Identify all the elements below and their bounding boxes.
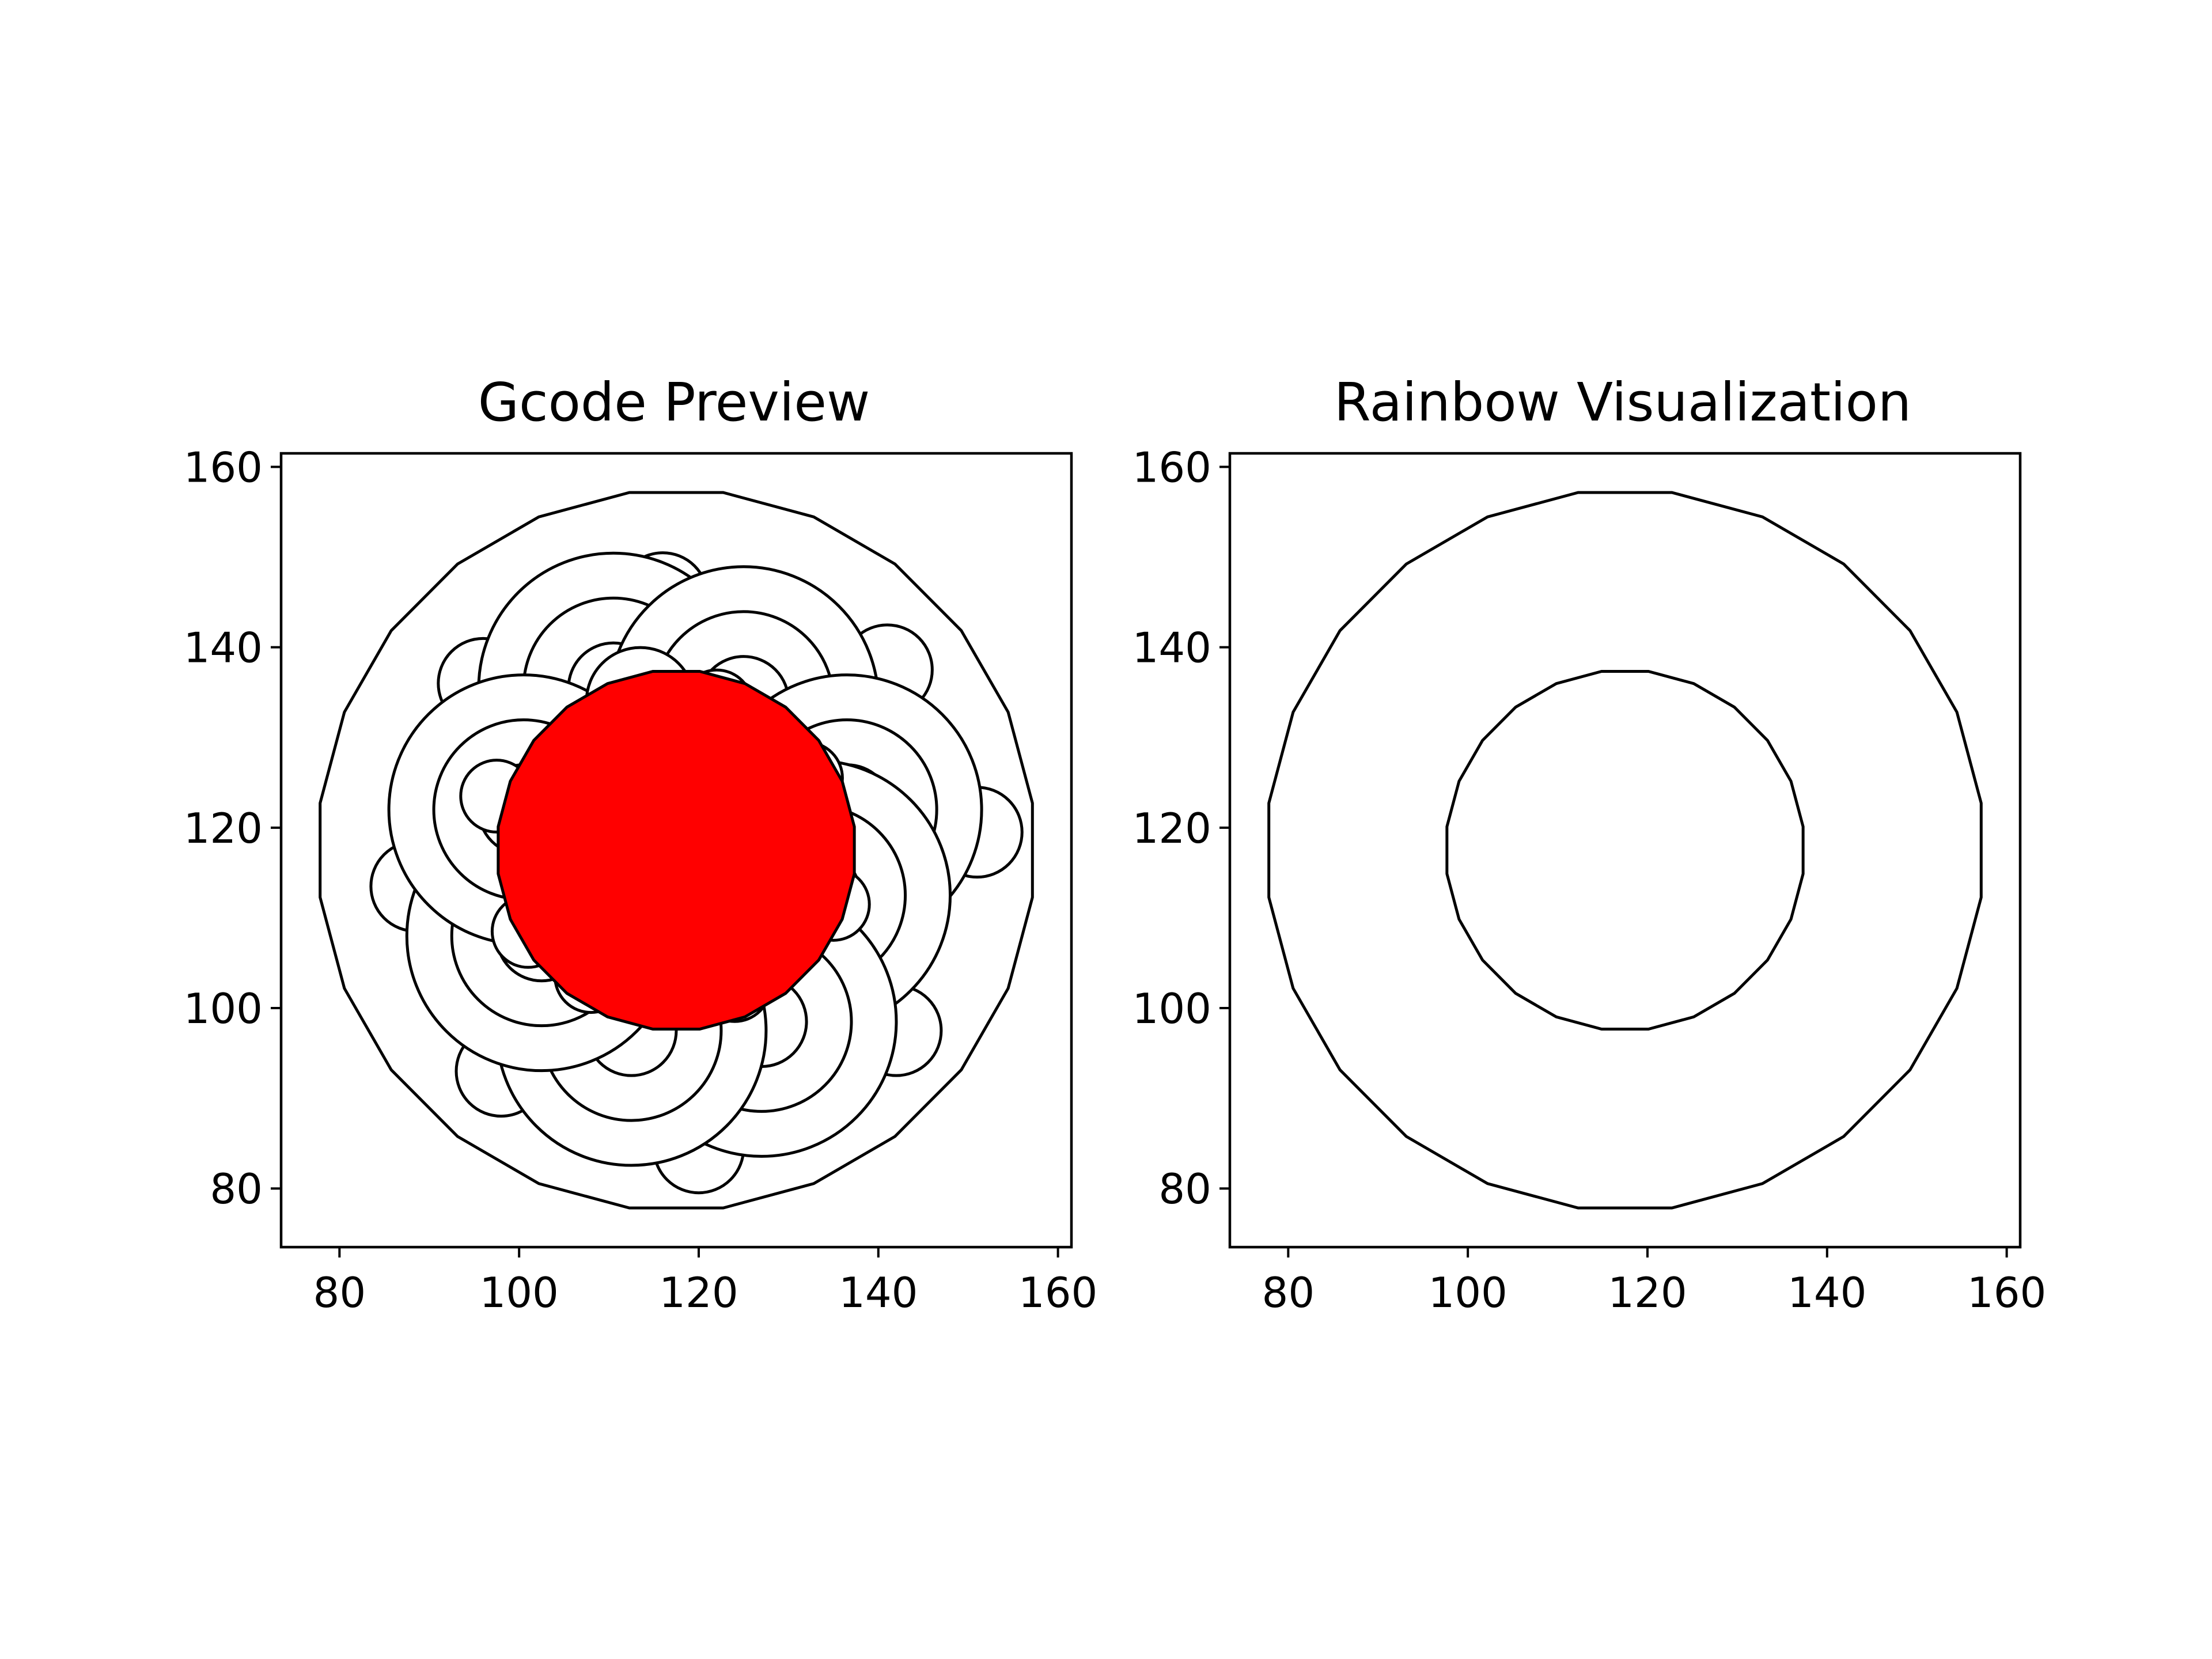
- gcode-preview-title: Gcode Preview: [478, 372, 870, 433]
- outer-polygon: [1267, 491, 1983, 1210]
- gcode-preview-panel: Gcode Preview 80 100 120 140 160 80 100 120 140 1…: [184, 372, 1098, 1317]
- x-tick-label: 140: [839, 1268, 918, 1317]
- x-tick-label: 120: [1608, 1268, 1687, 1317]
- x-tick-label: 160: [1967, 1268, 2046, 1317]
- x-tick-label: 100: [1428, 1268, 1507, 1317]
- y-tick-label: 120: [1132, 804, 1211, 853]
- x-tick-label: 160: [1018, 1268, 1097, 1317]
- y-tick-label: 160: [184, 443, 263, 491]
- plot-content: [319, 491, 1034, 1210]
- rainbow-visualization-title: Rainbow Visualization: [1334, 372, 1911, 433]
- axes-frame-1: [1228, 452, 2022, 1249]
- y-tick-label: 80: [1158, 1165, 1211, 1213]
- inner-polygon: [1445, 670, 1805, 1031]
- rainbow-visualization-plot: 80 100 120 140 160 80 100 120 140 160: [1132, 443, 2047, 1317]
- x-tick-label: 100: [479, 1268, 558, 1317]
- rainbow-visualization-panel: Rainbow Visualization 80 100 120 140 160 80 10…: [1132, 372, 2047, 1317]
- y-tick-label: 140: [1132, 624, 1211, 672]
- gcode-preview-plot: 80 100 120 140 160 80 100 120 140 160: [184, 443, 1098, 1317]
- y-tick-label: 140: [184, 624, 263, 672]
- x-tick-label: 120: [659, 1268, 738, 1317]
- filled-circle-polygon: [497, 670, 856, 1031]
- x-tick-label: 140: [1787, 1268, 1866, 1317]
- x-tick-label: 80: [313, 1268, 366, 1317]
- y-tick-label: 100: [184, 984, 263, 1033]
- y-tick-label: 100: [1132, 984, 1211, 1033]
- axes-frame-0: [279, 452, 1073, 1249]
- y-tick-label: 120: [184, 804, 263, 853]
- y-tick-label: 160: [1132, 443, 1211, 491]
- y-tick-label: 80: [210, 1165, 263, 1213]
- x-tick-label: 80: [1262, 1268, 1315, 1317]
